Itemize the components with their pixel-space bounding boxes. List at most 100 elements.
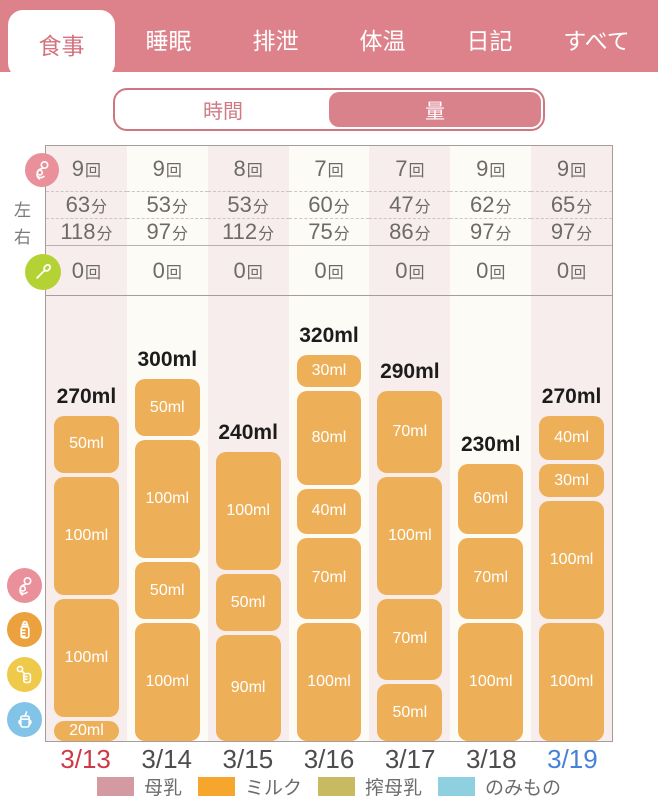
stat-right-minutes: 86 分	[369, 219, 451, 246]
stat-right-minutes-value: 97	[146, 219, 171, 244]
date-label: 3/19	[547, 744, 598, 774]
stat-right-minutes-value: 97	[550, 219, 576, 244]
stat-food-count-value: 0	[233, 257, 246, 283]
stat-food-count-unit: 回	[165, 264, 182, 282]
stat-nursing-count-value: 9	[556, 155, 570, 181]
stat-left-minutes-value: 65	[550, 192, 576, 217]
legend-swatch	[318, 777, 355, 796]
stat-left-minutes: 65 分	[531, 192, 612, 219]
toggle-option-time[interactable]: 時間	[203, 101, 243, 123]
date-label: 3/18	[465, 744, 517, 774]
stat-left-minutes-value: 63	[65, 192, 91, 217]
stat-food-count-unit: 回	[489, 264, 506, 282]
legend-swatch	[197, 777, 235, 796]
spoon-icon	[25, 254, 61, 290]
stat-left-minutes: 62 分	[450, 192, 532, 219]
stat-nursing-count-unit: 回	[408, 162, 425, 180]
tab-すべて[interactable]: すべて	[563, 28, 630, 54]
stat-nursing-count-value: 7	[314, 155, 327, 181]
stat-food-count-unit: 回	[408, 264, 425, 282]
bottle-icon	[7, 612, 42, 647]
legend-swatch	[438, 777, 476, 796]
stat-right-minutes-unit: 分	[414, 226, 431, 243]
stat-nursing-count-unit: 回	[570, 162, 587, 180]
bar-segment: 40ml	[539, 415, 604, 461]
bar-segment: 20ml	[54, 720, 119, 741]
legend-label: のみもの	[485, 778, 562, 799]
chart-column: 290ml 70ml 100ml 70ml 50ml	[369, 296, 451, 741]
stats-column: 9 回 65 分 97 分 0 回	[531, 146, 612, 295]
stat-food-count-unit: 回	[570, 264, 587, 282]
bar-segment: 70ml	[458, 537, 524, 619]
bar-segment: 50ml	[215, 574, 281, 632]
stat-right-minutes-value: 97	[469, 219, 495, 244]
stat-left-minutes-unit: 分	[414, 199, 431, 216]
stat-nursing-count-value: 8	[233, 155, 246, 181]
stat-right-minutes-value: 75	[308, 219, 333, 244]
bar-segment: 50ml	[134, 379, 200, 436]
date-axis: 3/13 3/14 3/15 3/16 3/17 3/18 3/19	[45, 744, 613, 775]
bar-total-label: 270ml	[541, 384, 602, 408]
bar-total-label: 320ml	[299, 323, 359, 347]
bar-segment: 70ml	[377, 598, 443, 680]
stat-left-minutes-unit: 分	[495, 199, 512, 216]
toggle-option-amount[interactable]: 量	[329, 92, 541, 127]
stat-right-minutes-unit: 分	[576, 226, 593, 243]
bar-segment: 100ml	[539, 623, 604, 741]
stat-right-minutes-value: 86	[389, 219, 414, 244]
stat-food-count-unit: 回	[85, 264, 102, 282]
stat-nursing-count-value: 9	[71, 155, 85, 181]
stat-left-minutes-unit: 分	[91, 199, 108, 216]
legend-label: 搾母乳	[365, 778, 423, 799]
tab-食事[interactable]: 食事	[8, 10, 115, 78]
bar-segment: 100ml	[296, 623, 362, 741]
stat-left-minutes: 47 分	[369, 192, 451, 219]
tab-日記[interactable]: 日記	[466, 28, 513, 54]
bar-segment: 100ml	[458, 623, 524, 741]
chart-legend: 母乳 ミルク 搾母乳 のみもの	[0, 773, 658, 800]
bar-segment: 100ml	[54, 598, 119, 717]
chart-column: 300ml 50ml 100ml 50ml 100ml	[126, 296, 208, 741]
legend-label: 母乳	[143, 778, 182, 799]
bar-segment: 90ml	[215, 635, 281, 741]
stat-left-minutes-unit: 分	[333, 199, 350, 216]
stat-left-minutes-value: 47	[389, 192, 414, 217]
bar-segment: 40ml	[296, 488, 362, 534]
tab-睡眠[interactable]: 睡眠	[145, 28, 192, 54]
breastfeeding-icon	[7, 568, 42, 603]
stat-left-minutes: 63 分	[46, 192, 127, 219]
bar-segment: 100ml	[377, 476, 443, 595]
bar-segment: 50ml	[54, 415, 119, 473]
stat-right-minutes-unit: 分	[495, 226, 512, 243]
bar-segment: 60ml	[458, 464, 524, 534]
tab-排泄[interactable]: 排泄	[252, 28, 299, 54]
stat-nursing-count-unit: 回	[165, 162, 182, 180]
stat-nursing-count-unit: 回	[246, 162, 263, 180]
stat-left-minutes: 53 分	[207, 192, 289, 219]
stat-right-minutes-unit: 分	[258, 226, 275, 243]
time-amount-toggle: 時間 量	[113, 88, 545, 131]
date-label: 3/17	[384, 744, 436, 774]
bar-segment: 50ml	[377, 684, 443, 741]
chart-column: 270ml 40ml 30ml 100ml 100ml	[531, 296, 612, 741]
legend-item: 母乳	[96, 773, 182, 800]
stat-right-minutes: 118 分	[46, 219, 127, 246]
stat-right-minutes-value: 112	[222, 219, 258, 244]
stat-left-minutes-value: 53	[227, 192, 252, 217]
stat-left-minutes-unit: 分	[252, 199, 269, 216]
stat-left-minutes-unit: 分	[172, 199, 189, 216]
right-breast-row-label: 右	[14, 228, 31, 247]
stat-food-count-value: 0	[152, 257, 165, 283]
tab-体温[interactable]: 体温	[359, 28, 406, 54]
stat-left-minutes-value: 62	[469, 192, 495, 217]
stat-nursing-count-value: 9	[152, 155, 165, 181]
